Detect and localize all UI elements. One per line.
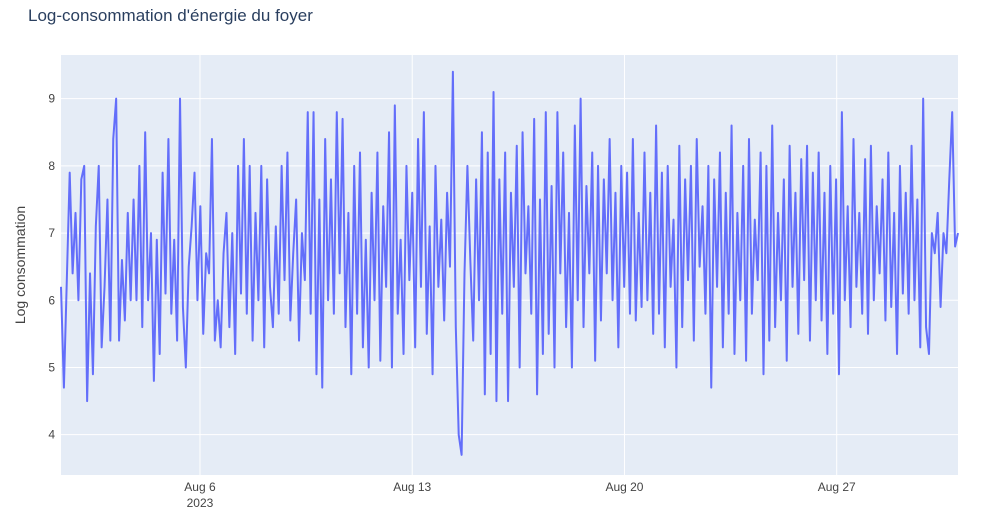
- series-layer: [60, 70, 959, 456]
- axes: 4 5 6 7 8 9 Aug 6 2023 Aug 13 Aug 20 Aug 27: [48, 92, 856, 510]
- y-tick-label: 6: [48, 293, 55, 307]
- gridlines: [61, 55, 958, 475]
- x-tick-label: Aug 13: [393, 480, 431, 494]
- y-tick-label: 4: [48, 428, 55, 442]
- x-tick-label: Aug 6: [184, 480, 216, 494]
- x-tick-label: Aug 20: [605, 480, 643, 494]
- y-tick-label: 7: [48, 226, 55, 240]
- x-tick-label: Aug 27: [818, 480, 856, 494]
- x-tick-year-label: 2023: [187, 496, 214, 510]
- y-tick-label: 9: [48, 92, 55, 106]
- y-tick-label: 5: [48, 360, 55, 374]
- y-tick-label: 8: [48, 159, 55, 173]
- chart-title: Log-consommation d'énergie du foyer: [28, 6, 313, 25]
- y-axis-title: Log consommation: [12, 206, 28, 324]
- series-line-0: [60, 70, 959, 456]
